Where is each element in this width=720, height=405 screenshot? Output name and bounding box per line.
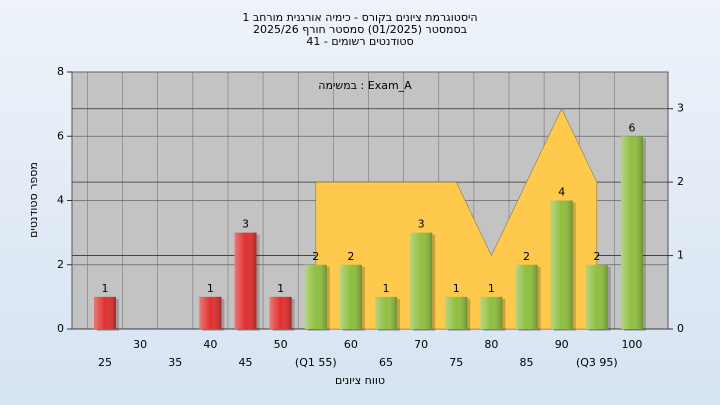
bar-gloss xyxy=(269,296,292,329)
data-label: 3 xyxy=(242,218,249,231)
data-label: 6 xyxy=(628,121,635,134)
data-label: 3 xyxy=(418,218,425,231)
bar-gloss xyxy=(515,264,538,329)
x-tick-label: 25 xyxy=(98,356,112,369)
x-tick-label: (Q3 95) xyxy=(576,356,618,369)
x-tick-label: 70 xyxy=(414,338,428,351)
bar-gloss xyxy=(585,264,608,329)
bar-gloss xyxy=(94,296,116,329)
data-label: 1 xyxy=(488,282,495,295)
chart-subtitle: סטודנטים רשומים - 41 xyxy=(306,35,413,48)
bar-gloss xyxy=(234,232,257,329)
bar-gloss xyxy=(620,136,643,329)
x-tick-label: 80 xyxy=(484,338,498,351)
bar-gloss xyxy=(445,296,468,329)
x-tick-label: 65 xyxy=(379,356,393,369)
chart-subtitle: בסמסטר (01/2025) סמסטר חורף 2025/26 xyxy=(253,23,467,36)
y-tick-label: 4 xyxy=(57,194,64,207)
bar-gloss xyxy=(339,264,362,329)
bar-gloss xyxy=(375,296,398,329)
data-label: 2 xyxy=(593,250,600,263)
y2-tick-label: 0 xyxy=(677,322,684,335)
x-tick-label: (Q1 55) xyxy=(295,356,337,369)
data-label: 2 xyxy=(523,250,530,263)
x-tick-label: 40 xyxy=(203,338,217,351)
x-tick-label: 75 xyxy=(449,356,463,369)
bar-gloss xyxy=(199,296,222,329)
bar-gloss xyxy=(410,232,433,329)
y-tick-label: 8 xyxy=(57,65,64,78)
x-tick-label: 100 xyxy=(621,338,642,351)
y-tick-label: 2 xyxy=(57,258,64,271)
y2-tick-label: 1 xyxy=(677,249,684,262)
data-label: 1 xyxy=(277,282,284,295)
x-tick-label: 50 xyxy=(274,338,288,351)
x-tick-label: 60 xyxy=(344,338,358,351)
bar-gloss xyxy=(480,296,503,329)
x-tick-label: 45 xyxy=(239,356,253,369)
x-tick-label: 30 xyxy=(133,338,147,351)
x-tick-label: 35 xyxy=(168,356,182,369)
data-label: 1 xyxy=(207,282,214,295)
y2-tick-label: 3 xyxy=(677,102,684,115)
x-tick-label: 85 xyxy=(520,356,534,369)
bar-gloss xyxy=(550,200,573,329)
x-axis-label: טווח ציונים xyxy=(335,374,385,387)
data-label: 2 xyxy=(347,250,354,263)
y-tick-label: 0 xyxy=(57,322,64,335)
bar-gloss xyxy=(304,264,327,329)
x-tick-label: 90 xyxy=(555,338,569,351)
y-axis-label: מספר סטודנטים xyxy=(27,162,40,238)
data-label: 1 xyxy=(453,282,460,295)
data-label: 1 xyxy=(102,282,109,295)
y-tick-label: 6 xyxy=(57,129,64,142)
legend: Exam_A : במשימה xyxy=(318,79,412,92)
data-label: 2 xyxy=(312,250,319,263)
data-label: 4 xyxy=(558,186,565,199)
data-label: 1 xyxy=(383,282,390,295)
y2-tick-label: 2 xyxy=(677,175,684,188)
chart-title: היסטוגרמת ציונים בקורס - כימיה אורגנית מ… xyxy=(242,11,477,24)
